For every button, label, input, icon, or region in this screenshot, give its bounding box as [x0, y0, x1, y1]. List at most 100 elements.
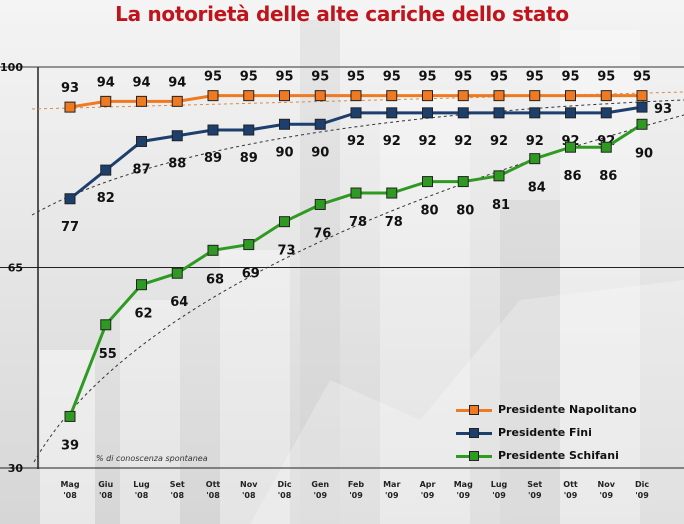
data-point-presidente-schifani [314, 198, 326, 210]
data-label-presidente-schifani: 80 [420, 204, 438, 219]
legend-marker [469, 404, 479, 415]
data-point-presidente-schifani [136, 279, 147, 291]
data-label-presidente-napolitano: 94 [97, 75, 115, 90]
data-point-presidente-fini [493, 107, 505, 119]
x-tick-year: '08 [278, 491, 292, 500]
data-point-presidente-schifani [636, 118, 648, 130]
data-label-presidente-schifani: 86 [563, 169, 581, 184]
data-point-presidente-schifani [565, 141, 576, 153]
data-point-presidente-napolitano [350, 90, 362, 102]
x-tick-label: Apr [420, 480, 436, 489]
y-tick-label: 30 [8, 462, 24, 475]
x-tick-label: Ott [206, 480, 221, 489]
trendline-fini [31, 99, 684, 216]
x-tick-year: '08 [170, 491, 184, 500]
data-label-presidente-schifani: 84 [528, 181, 546, 196]
legend-swatch [456, 449, 492, 463]
data-label-presidente-napolitano: 95 [526, 70, 544, 85]
data-point-presidente-schifani [279, 216, 290, 228]
data-point-presidente-fini [279, 118, 290, 130]
data-label-presidente-fini: 88 [168, 157, 186, 172]
data-point-presidente-fini [600, 107, 612, 119]
x-tick-label: Giu [98, 480, 113, 489]
x-tick-year: '08 [206, 491, 220, 500]
series-line-presidente-schifani [68, 123, 643, 417]
x-tick-year: '09 [599, 491, 613, 500]
data-label-presidente-fini: 92 [526, 134, 544, 149]
data-label-presidente-schifani: 90 [635, 146, 653, 161]
data-point-presidente-napolitano [207, 90, 219, 102]
data-point-presidente-fini [636, 101, 648, 113]
data-label-presidente-fini: 90 [275, 145, 293, 160]
x-tick-year: '09 [349, 491, 363, 500]
x-tick-label: Gen [311, 480, 329, 489]
legend-item-presidente-schifani: Presidente Schifani [456, 444, 670, 467]
x-tick-label: Nov [598, 480, 616, 489]
data-label-presidente-napolitano: 95 [383, 70, 401, 85]
chart-legend: Presidente Napolitano Presidente Fini Pres… [456, 398, 670, 468]
legend-label: Presidente Schifani [498, 449, 619, 462]
data-label-presidente-napolitano: 95 [347, 70, 365, 85]
data-point-presidente-napolitano [314, 90, 326, 102]
data-point-presidente-napolitano [171, 95, 183, 107]
data-point-presidente-fini [350, 107, 362, 119]
data-point-presidente-napolitano [243, 90, 255, 102]
data-label-presidente-fini: 89 [240, 151, 258, 166]
x-tick-year: '09 [385, 491, 399, 500]
data-point-presidente-fini [100, 164, 112, 176]
legend-label: Presidente Fini [498, 426, 592, 439]
data-point-presidente-napolitano [100, 95, 112, 107]
data-point-presidente-napolitano [386, 90, 398, 102]
legend-marker [469, 450, 479, 461]
data-point-presidente-schifani [350, 187, 362, 199]
x-tick-year: '08 [99, 491, 113, 500]
data-label-presidente-schifani: 62 [134, 307, 152, 322]
x-tick-label: Feb [348, 480, 365, 489]
x-tick-label: Ott [563, 480, 578, 489]
x-tick-year: '09 [528, 491, 542, 500]
y-tick-label: 100 [0, 61, 23, 74]
x-tick-label: Mag [60, 480, 79, 489]
chart-note: % di conoscenza spontanea [96, 454, 208, 463]
data-point-presidente-napolitano [422, 90, 433, 102]
data-point-presidente-fini [565, 107, 576, 119]
x-tick-label: Lug [491, 480, 508, 489]
data-label-presidente-fini: 92 [347, 134, 365, 149]
data-label-presidente-fini: 89 [204, 151, 222, 166]
data-label-presidente-schifani: 73 [277, 244, 295, 259]
data-label-presidente-schifani: 78 [349, 215, 367, 230]
data-label-presidente-schifani: 69 [242, 267, 260, 282]
data-point-presidente-fini [529, 107, 541, 119]
data-label-presidente-schifani: 55 [99, 347, 117, 362]
data-label-presidente-napolitano: 95 [490, 70, 508, 85]
data-point-presidente-napolitano [600, 90, 612, 102]
data-label-presidente-schifani: 39 [61, 438, 79, 453]
data-label-presidente-napolitano: 94 [168, 75, 186, 90]
x-tick-year: '09 [421, 491, 435, 500]
data-label-presidente-napolitano: 95 [633, 70, 651, 85]
data-label-presidente-schifani: 76 [313, 226, 331, 241]
x-tick-label: Set [527, 480, 542, 489]
data-point-presidente-napolitano [529, 90, 541, 102]
data-point-presidente-schifani [100, 319, 112, 331]
data-label-presidente-fini: 92 [418, 134, 436, 149]
data-label-presidente-napolitano: 95 [240, 70, 258, 85]
data-point-presidente-fini [207, 124, 219, 136]
data-label-presidente-fini: 92 [383, 134, 401, 149]
x-tick-year: '09 [635, 491, 649, 500]
data-point-presidente-napolitano [565, 90, 576, 102]
data-label-presidente-schifani: 80 [456, 204, 474, 219]
data-point-presidente-napolitano [636, 90, 648, 102]
data-point-presidente-napolitano [457, 90, 469, 102]
data-point-presidente-fini [243, 124, 255, 136]
data-label-presidente-fini: 82 [97, 191, 115, 206]
data-label-presidente-napolitano: 95 [597, 70, 615, 85]
data-point-presidente-napolitano [493, 90, 505, 102]
data-point-presidente-fini [457, 107, 469, 119]
data-label-presidente-fini: 90 [311, 145, 329, 160]
data-point-presidente-schifani [243, 239, 255, 251]
data-point-presidente-fini [314, 118, 326, 130]
data-point-presidente-schifani [64, 410, 76, 422]
